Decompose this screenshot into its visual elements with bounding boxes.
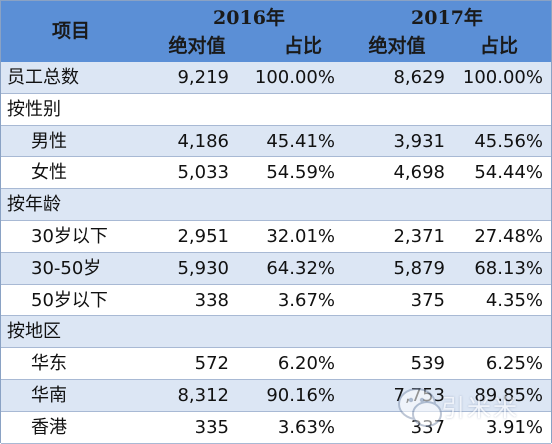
watermark-text: 引米米 xyxy=(441,394,519,422)
table-row: 按地区 xyxy=(1,316,551,349)
value-2017: 8,629 xyxy=(393,67,445,88)
table-header: 项目 2016年 2017年 绝对值 占比 绝对值 占比 xyxy=(1,1,551,63)
row-label: 按地区 xyxy=(7,321,61,343)
table-row: 员工总数 9,219 100.00% 8,629 100.00% xyxy=(1,62,551,94)
value-2016: 4,186 xyxy=(177,130,229,152)
header-pct-2016: 占比 xyxy=(283,35,322,57)
value-2017: 375 xyxy=(410,289,445,311)
row-label: 50岁以下 xyxy=(31,289,108,311)
value-2016: 572 xyxy=(194,353,229,375)
row-label: 华东 xyxy=(31,353,67,375)
value-2017: 5,879 xyxy=(393,257,445,279)
row-label: 30-50岁 xyxy=(31,257,102,279)
percent-2016: 64.32% xyxy=(266,257,335,279)
row-label: 女性 xyxy=(31,162,67,184)
table-row: 男性 4,186 45.41% 3,931 45.56% xyxy=(1,125,551,158)
percent-2017: 27.48% xyxy=(474,226,543,247)
row-label: 按性别 xyxy=(7,98,61,120)
value-2017: 3,931 xyxy=(393,130,445,152)
header-item-label: 项目 xyxy=(51,20,90,42)
percent-2016: 32.01% xyxy=(266,226,335,247)
percent-2017: 100.00% xyxy=(462,67,543,88)
percent-2016: 90.16% xyxy=(266,385,335,406)
value-2017: 2,371 xyxy=(393,226,445,247)
table-row: 按年龄 xyxy=(1,189,551,221)
header-year-2016: 2016年 xyxy=(213,7,285,29)
percent-2017: 3.91% xyxy=(485,416,543,438)
value-2016: 5,930 xyxy=(177,257,229,279)
table-row: 香港 335 3.63% 337 3.91% xyxy=(1,411,551,444)
percent-2017: 68.13% xyxy=(474,257,543,279)
percent-2017: 89.85% xyxy=(474,385,543,406)
percent-2016: 3.67% xyxy=(277,289,335,311)
percent-2016: 3.63% xyxy=(277,416,335,438)
wechat-logo-icon xyxy=(398,388,442,427)
header-year-2017: 2017年 xyxy=(411,7,483,29)
value-2016: 9,219 xyxy=(177,67,229,88)
value-2017: 539 xyxy=(410,353,445,375)
watermark: 引米米 xyxy=(395,380,545,438)
value-2016: 2,951 xyxy=(177,226,229,247)
row-label: 香港 xyxy=(31,416,67,438)
table-row: 30岁以下 2,951 32.01% 2,371 27.48% xyxy=(1,221,551,253)
percent-2016: 54.59% xyxy=(266,162,335,184)
row-label: 华南 xyxy=(31,385,67,406)
header-abs-2017: 绝对值 xyxy=(368,35,426,57)
value-2016: 335 xyxy=(194,416,229,438)
row-label: 男性 xyxy=(31,130,67,152)
percent-2017: 6.25% xyxy=(485,353,543,375)
value-2016: 338 xyxy=(194,289,229,311)
table-row: 按性别 xyxy=(1,93,551,126)
percent-2016: 6.20% xyxy=(277,353,335,375)
table-row: 女性 5,033 54.59% 4,698 54.44% xyxy=(1,157,551,190)
table-row: 30-50岁 5,930 64.32% 5,879 68.13% xyxy=(1,252,551,285)
header-pct-2017: 占比 xyxy=(479,35,518,57)
row-label: 按年龄 xyxy=(7,194,61,216)
table-row: 50岁以下 338 3.67% 375 4.35% xyxy=(1,284,551,317)
value-2016: 8,312 xyxy=(177,385,229,406)
row-label: 员工总数 xyxy=(7,67,79,88)
percent-2017: 54.44% xyxy=(474,162,543,184)
table-row: 华东 572 6.20% 539 6.25% xyxy=(1,348,551,380)
row-label: 30岁以下 xyxy=(31,226,108,247)
percent-2016: 45.41% xyxy=(266,130,335,152)
percent-2016: 100.00% xyxy=(254,67,335,88)
value-2016: 5,033 xyxy=(177,162,229,184)
header-abs-2016: 绝对值 xyxy=(168,35,226,57)
value-2017: 4,698 xyxy=(393,162,445,184)
percent-2017: 45.56% xyxy=(474,130,543,152)
percent-2017: 4.35% xyxy=(485,289,543,311)
